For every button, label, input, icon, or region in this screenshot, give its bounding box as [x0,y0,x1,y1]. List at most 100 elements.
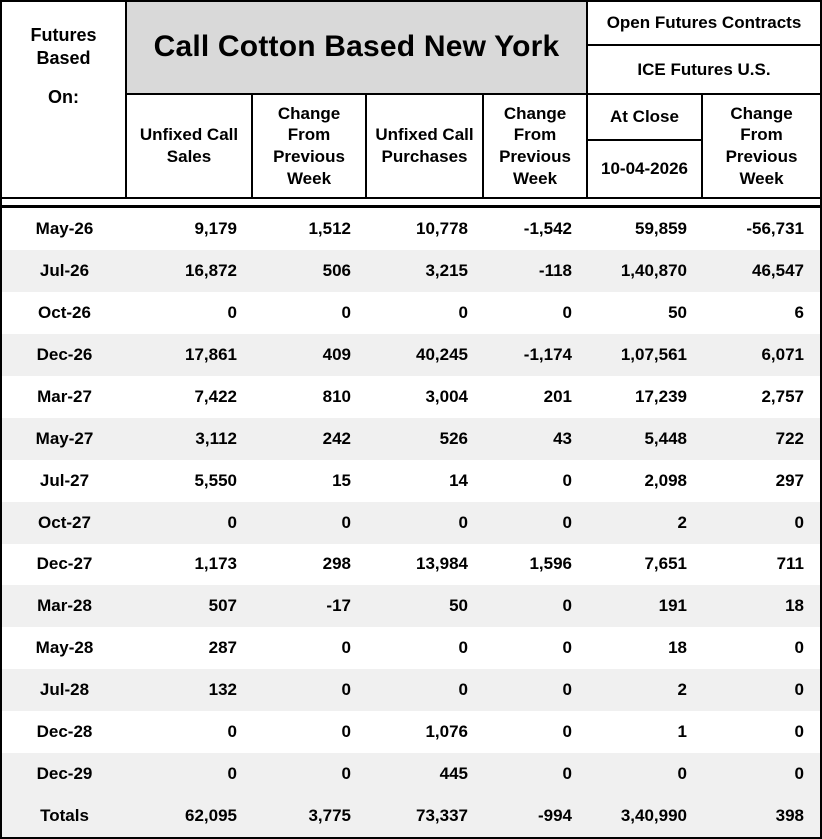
cell-value: -1,542 [523,218,572,238]
cell-value: 1,173 [194,554,237,574]
cell-value: 6 [794,302,804,322]
cell-value: 17,239 [635,386,687,406]
cell-value: 0 [794,764,804,784]
table-row: May-27 3,112 242 526 43 5,448 722 [2,417,820,460]
cell-value: 1,512 [308,218,351,238]
row-axis-header: Futures Based On: [2,2,127,199]
contract-month-label: Mar-27 [37,386,92,406]
cell-value: 3,775 [308,806,351,826]
cell-value: 3,40,990 [620,806,687,826]
header-gap [2,199,820,205]
cell-value: -118 [538,260,572,280]
row-axis-header-line1: Futures Based [30,25,97,69]
cell-value: 2 [677,680,687,700]
cell-value: 298 [322,554,351,574]
table-row: Jul-26 16,872 506 3,215 -118 1,40,870 46,547 [2,249,820,292]
table-row: Dec-27 1,173 298 13,984 1,596 7,651 711 [2,543,820,586]
ice-futures-header: ICE Futures U.S. [588,46,820,95]
table-body: May-26 9,179 1,512 10,778 -1,542 59,859 -56,73… [2,208,820,838]
cell-value: 297 [775,470,804,490]
cell-value: 0 [227,512,237,532]
cell-value: 191 [658,596,687,616]
contract-month-label: May-27 [35,428,94,448]
table-row: Dec-28 0 0 1,076 0 1 0 [2,711,820,754]
table-header: Futures Based On: Call Cotton Based New … [2,2,820,199]
cell-value: 7,422 [194,386,237,406]
contract-month-label: Oct-26 [38,302,91,322]
cell-value: 1 [677,722,687,742]
row-axis-header-line2: On: [48,87,79,108]
column-header-at-close-date: 10-04-2026 [588,141,703,199]
column-header-at-close: At Close [588,95,703,141]
table-row: May-28 287 0 0 0 18 0 [2,627,820,670]
cell-value: 3,004 [425,386,468,406]
cell-value: -17 [326,596,351,616]
cell-value: 398 [775,806,804,826]
open-futures-contracts-header: Open Futures Contracts [588,2,820,46]
cell-value: 0 [562,302,572,322]
cell-value: 73,337 [416,806,468,826]
cell-value: 526 [439,428,468,448]
table-row: Mar-28 507 -17 50 0 191 18 [2,585,820,628]
cell-value: 0 [341,302,351,322]
totals-row: Totals 62,095 3,775 73,337 -994 3,40,990 398 [2,795,820,838]
cell-value: -994 [537,806,572,826]
contract-month-label: Dec-28 [36,722,93,742]
column-header-unfixed-call-purchases: Unfixed Call Purchases [367,95,484,199]
cell-value: 40,245 [416,344,468,364]
cell-value: 0 [341,722,351,742]
cell-value: 711 [776,554,804,574]
cell-value: 16,872 [185,260,237,280]
contract-month-label: Mar-28 [37,596,92,616]
contract-month-label: Oct-27 [38,512,91,532]
cell-value: 287 [208,638,237,658]
cell-value: 445 [439,764,468,784]
table-row: Jul-28 132 0 0 0 2 0 [2,669,820,712]
cell-value: 0 [794,512,804,532]
cell-value: 2,757 [761,386,804,406]
cell-value: 507 [208,596,237,616]
contract-month-label: Dec-29 [36,764,93,784]
cell-value: 7,651 [644,554,687,574]
cell-value: 1,07,561 [620,344,687,364]
cell-value: 0 [341,680,351,700]
cell-value: 132 [208,680,237,700]
cell-value: 1,076 [425,722,468,742]
column-header-change-from-previous-week-1: Change From Previous Week [253,95,367,199]
table-row: Oct-26 0 0 0 0 50 6 [2,291,820,334]
table-row: Jul-27 5,550 15 14 0 2,098 297 [2,459,820,502]
cell-value: 0 [341,764,351,784]
cell-value: 50 [449,596,468,616]
cell-value: 14 [449,470,468,490]
cell-value: 0 [227,722,237,742]
contract-month-label: May-26 [35,218,94,238]
cell-value: 0 [227,764,237,784]
cell-value: 50 [668,302,687,322]
cell-value: 0 [341,512,351,532]
cell-value: 0 [458,512,468,532]
cell-value: 242 [322,428,351,448]
cell-value: 0 [562,764,572,784]
cell-value: 3,112 [195,428,237,448]
table-title: Call Cotton Based New York [127,2,588,95]
cell-value: 0 [562,596,572,616]
cell-value: 10,778 [416,218,468,238]
contract-month-label: Dec-26 [36,344,93,364]
cell-value: 0 [794,722,804,742]
table-row: May-26 9,179 1,512 10,778 -1,542 59,859 -56,73… [2,208,820,250]
cell-value: 506 [322,260,351,280]
cell-value: 2 [677,512,687,532]
cell-value: 409 [322,344,351,364]
cell-value: 18 [785,596,804,616]
cell-value: 0 [341,638,351,658]
cell-value: 1,40,870 [620,260,687,280]
table-row: Dec-29 0 0 445 0 0 0 [2,753,820,796]
cell-value: 0 [458,638,468,658]
cell-value: 3,215 [425,260,468,280]
cell-value: -1,174 [523,344,572,364]
contract-month-label: Dec-27 [36,554,93,574]
cell-value: 5,550 [194,470,237,490]
cell-value: 722 [775,428,804,448]
cell-value: 13,984 [416,554,468,574]
